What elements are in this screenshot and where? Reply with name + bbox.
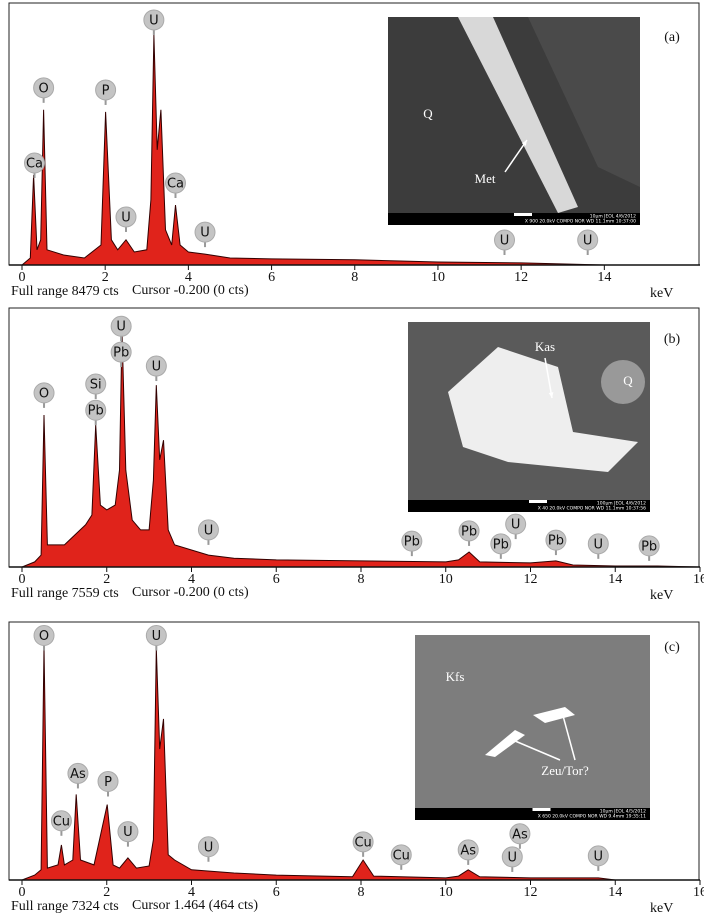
peak-label: U: [123, 825, 133, 840]
peak-label: As: [460, 843, 476, 858]
peak-label: Cu: [53, 814, 70, 829]
image-label: Zeu/Tor?: [541, 763, 589, 778]
peak-label: U: [149, 13, 159, 28]
peak-label: U: [152, 360, 162, 375]
peak-label: Cu: [393, 848, 410, 863]
peak-label: U: [204, 840, 214, 855]
x-tick-label: 10: [431, 270, 445, 285]
x-tick-label: 8: [358, 572, 365, 587]
figure: 02468101214Full range 8479 ctsCursor -0.…: [0, 0, 704, 921]
peak-label: As: [512, 827, 528, 842]
x-tick-label: 0: [19, 885, 26, 900]
x-tick-label: 14: [608, 885, 622, 900]
x-tick-label: 2: [103, 572, 110, 587]
peak-label: As: [70, 767, 86, 782]
x-axis-label: keV: [650, 588, 673, 603]
peak-label: U: [594, 537, 604, 552]
peak-label: O: [39, 81, 49, 96]
image-label: Kas: [535, 339, 555, 354]
x-tick-label: 2: [103, 885, 110, 900]
x-tick-label: 6: [273, 572, 280, 587]
panel-label: (a): [664, 30, 680, 45]
x-tick-label: 14: [608, 572, 622, 587]
peak-label: U: [121, 210, 131, 225]
cursor: Cursor -0.200 (0 cts): [132, 585, 249, 600]
peak-label: U: [152, 629, 162, 644]
panel-label: (b): [664, 332, 681, 347]
peak-label: Pb: [404, 535, 420, 550]
image-label: Kfs: [446, 669, 465, 684]
peak-label: Si: [90, 378, 102, 393]
scale-bar: [514, 213, 532, 216]
scale-bar: [533, 808, 551, 811]
panel-label: (c): [664, 640, 680, 655]
peak-label: Pb: [113, 346, 129, 361]
peak-label: Pb: [461, 524, 477, 539]
peak-label: U: [500, 233, 510, 248]
full-range: Full range 8479 cts: [11, 284, 119, 299]
peak-label: Pb: [641, 539, 657, 554]
x-tick-label: 0: [19, 572, 26, 587]
x-tick-label: 8: [358, 885, 365, 900]
x-tick-label: 6: [273, 885, 280, 900]
peak-label: P: [104, 775, 112, 790]
peak-label: U: [204, 523, 214, 538]
image-label: Met: [475, 171, 496, 186]
x-tick-label: 10: [439, 885, 453, 900]
x-tick-label: 0: [19, 270, 26, 285]
scale-bar: [529, 500, 547, 503]
x-tick-label: 16: [693, 885, 704, 900]
x-tick-label: 12: [514, 270, 528, 285]
peak-label: U: [116, 320, 126, 335]
x-axis-label: keV: [650, 901, 673, 916]
x-tick-label: 6: [268, 270, 275, 285]
full-range: Full range 7324 cts: [11, 899, 119, 914]
x-axis-label: keV: [650, 286, 673, 301]
peak-label: Ca: [167, 177, 184, 192]
peak-label: P: [102, 83, 110, 98]
peak-label: U: [511, 518, 521, 533]
x-tick-label: 12: [524, 885, 538, 900]
image-caption: X 650 20.0kV COMPO NOR WD 9.4mm 19:35:11: [538, 814, 646, 820]
peak-label: U: [583, 233, 593, 248]
cursor: Cursor -0.200 (0 cts): [132, 283, 249, 298]
cursor: Cursor 1.464 (464 cts): [132, 898, 258, 913]
peak-label: Ca: [26, 157, 43, 172]
x-tick-label: 16: [693, 572, 704, 587]
image-label: Q: [423, 106, 433, 121]
x-tick-label: 14: [597, 270, 611, 285]
image-label: Q: [623, 373, 633, 388]
peak-label: U: [594, 849, 604, 864]
peak-label: U: [508, 850, 518, 865]
peak-label: Pb: [88, 404, 104, 419]
x-tick-label: 10: [439, 572, 453, 587]
image-caption: X 40 20.0kV COMPO NOR WD 11.1mm 10:37:56: [538, 506, 646, 512]
peak-label: O: [39, 386, 49, 401]
peak-label: Pb: [548, 534, 564, 549]
x-tick-label: 12: [524, 572, 538, 587]
peak-label: Pb: [493, 537, 509, 552]
peak-label: Cu: [354, 835, 371, 850]
peak-label: O: [39, 629, 49, 644]
x-tick-label: 8: [351, 270, 358, 285]
peak-label: U: [200, 226, 210, 241]
image-caption: X 900 20.0kV COMPO NOR WD 11.1mm 10:37:0…: [525, 219, 636, 225]
sem-image: [415, 635, 650, 820]
full-range: Full range 7559 cts: [11, 586, 119, 601]
x-tick-label: 2: [102, 270, 109, 285]
